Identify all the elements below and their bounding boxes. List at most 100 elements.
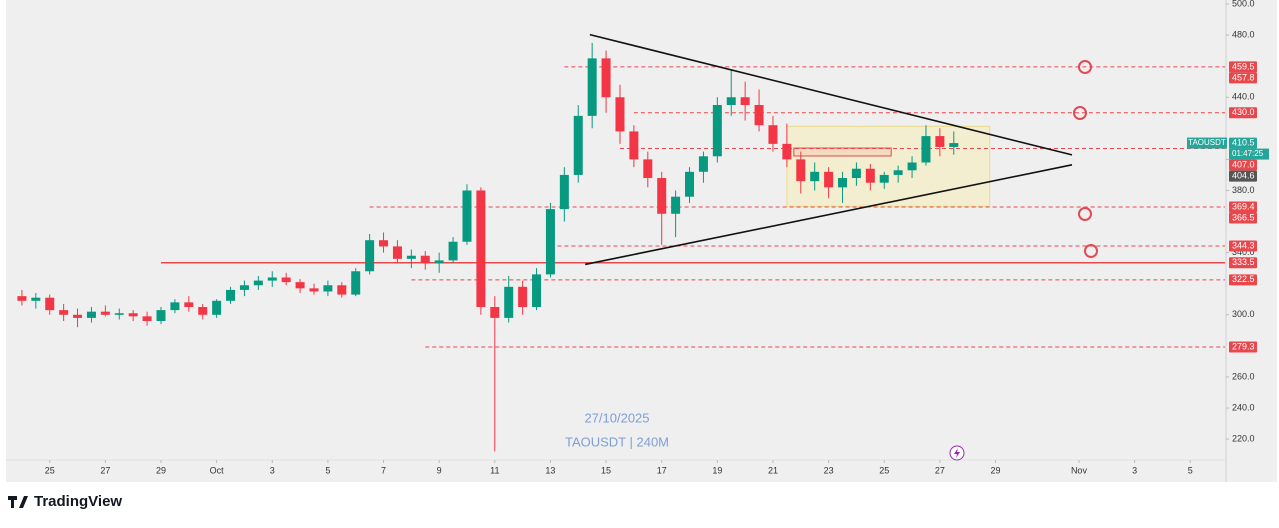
x-tick-label: 15 [601, 465, 611, 475]
target-icon [1078, 207, 1092, 221]
x-tick-label: 27 [100, 465, 110, 475]
price-tag-label: 366.5 [1232, 212, 1255, 222]
x-tick-label: 29 [156, 465, 166, 475]
candle-body [907, 162, 917, 171]
brand-mark [8, 496, 28, 508]
y-tick-label: 440.0 [1232, 92, 1255, 102]
candle-body [545, 209, 555, 275]
candle-body [392, 246, 402, 259]
candle-body [309, 288, 319, 292]
symbol-tag [1187, 137, 1227, 149]
countdown-tag [1229, 148, 1269, 160]
price-tag-label: 407.0 [1232, 159, 1255, 169]
candle-body [253, 280, 263, 286]
candle-body [86, 311, 96, 318]
price-tag [1229, 341, 1257, 353]
candle-body [434, 260, 444, 264]
candle-body [31, 297, 41, 301]
candle-body [796, 159, 806, 182]
x-tick-label: 7 [381, 465, 386, 475]
candle-body [838, 178, 848, 188]
candle-body [712, 105, 722, 157]
price-tag-label: 369.4 [1232, 201, 1255, 211]
target-icon [1073, 106, 1087, 120]
x-tick-label: 5 [1188, 465, 1193, 475]
y-tick-label: 240.0 [1232, 402, 1255, 412]
y-tick-label: 380.0 [1232, 185, 1255, 195]
candle-body [587, 58, 597, 116]
candle-body [740, 97, 750, 106]
candle-body [559, 174, 569, 210]
y-tick-label: 220.0 [1232, 433, 1255, 443]
candle-body [295, 282, 305, 289]
candle-body [573, 115, 583, 175]
candle-body [337, 285, 347, 295]
candle-body [879, 174, 889, 183]
candle-body [59, 310, 69, 315]
candle-body [851, 168, 861, 179]
price-tag [1229, 159, 1257, 171]
lightning-bolt [954, 448, 960, 458]
candle-body [810, 171, 820, 182]
candle-body [782, 143, 792, 160]
candle-body [726, 97, 736, 106]
x-tick-label: Nov [1071, 465, 1088, 475]
candle-body [949, 143, 959, 147]
candle-body [379, 240, 389, 247]
price-tag-label: 410.5 [1232, 137, 1255, 147]
y-tick-label: 260.0 [1232, 371, 1255, 381]
candle-body [865, 168, 875, 183]
symbol-label: TAOUSDT [1188, 138, 1226, 147]
price-tag [1229, 137, 1257, 149]
target-icon [1084, 244, 1098, 258]
candle-body [462, 190, 472, 242]
candle-body [323, 285, 333, 292]
x-tick-label: 25 [879, 465, 889, 475]
price-tag [1229, 212, 1257, 224]
price-tag-label: 430.0 [1232, 107, 1255, 117]
trendline [585, 164, 1073, 266]
price-tag-label: 404.6 [1232, 170, 1255, 180]
candle-body [406, 255, 416, 259]
candle-body [100, 311, 110, 315]
price-tag [1229, 240, 1257, 252]
candle-body [768, 125, 778, 144]
candle-body [45, 297, 55, 311]
candle-body [601, 58, 611, 98]
price-tag-label: 459.5 [1232, 61, 1255, 71]
x-tick-label: 5 [325, 465, 330, 475]
candle-body [615, 97, 625, 132]
candle-body [17, 296, 27, 301]
candle-body [518, 286, 528, 308]
price-tag [1229, 201, 1257, 213]
candle-body [365, 240, 375, 272]
candle-body [128, 313, 138, 317]
candle-body [73, 314, 83, 318]
x-tick-label: Oct [210, 465, 225, 475]
y-tick-label: 340.0 [1232, 247, 1255, 257]
price-tag-label: 322.5 [1232, 274, 1255, 284]
x-tick-label: 17 [657, 465, 667, 475]
price-tag-label: 344.3 [1232, 240, 1255, 250]
candle-body [490, 307, 500, 318]
watermark-date: 27/10/2025 [584, 410, 649, 425]
candle-body [226, 289, 236, 301]
candle-body [156, 310, 166, 321]
x-tick-label: 3 [270, 465, 275, 475]
candle-body [212, 300, 222, 315]
y-tick-label: 300.0 [1232, 309, 1255, 319]
trendline [589, 33, 1073, 156]
candle-body [685, 171, 695, 197]
candle-body [281, 277, 291, 283]
x-tick-label: 23 [824, 465, 834, 475]
x-tick-label: 13 [545, 465, 555, 475]
watermark-symbol: TAOUSDT | 240M [565, 434, 669, 449]
candle-body [921, 136, 931, 163]
x-tick-label: 3 [1132, 465, 1137, 475]
candle-body [504, 286, 514, 318]
candle-body [420, 255, 430, 264]
x-tick-label: 19 [712, 465, 722, 475]
candle-body [935, 136, 945, 147]
candle-body [629, 131, 639, 160]
